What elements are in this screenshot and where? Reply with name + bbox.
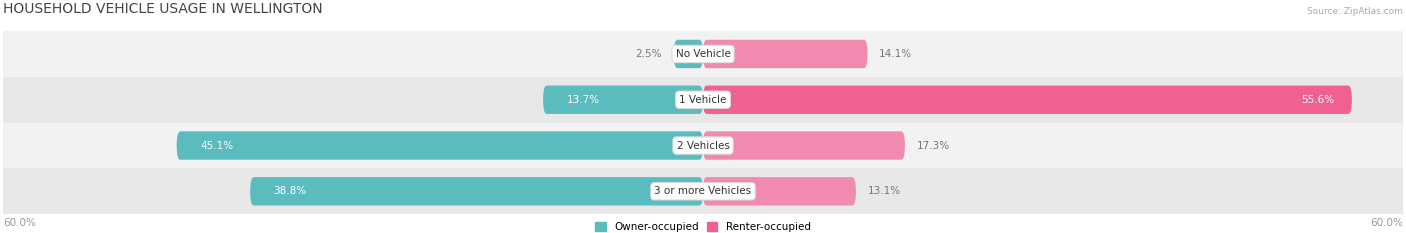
Text: 13.1%: 13.1% xyxy=(868,186,901,196)
Text: 17.3%: 17.3% xyxy=(917,140,949,151)
Text: HOUSEHOLD VEHICLE USAGE IN WELLINGTON: HOUSEHOLD VEHICLE USAGE IN WELLINGTON xyxy=(3,2,322,17)
Bar xyxy=(3,123,1403,168)
FancyBboxPatch shape xyxy=(250,177,703,206)
FancyBboxPatch shape xyxy=(703,40,868,68)
Text: 13.7%: 13.7% xyxy=(567,95,599,105)
FancyBboxPatch shape xyxy=(673,40,703,68)
Text: 2.5%: 2.5% xyxy=(636,49,662,59)
Text: 1 Vehicle: 1 Vehicle xyxy=(679,95,727,105)
Text: Source: ZipAtlas.com: Source: ZipAtlas.com xyxy=(1308,7,1403,17)
Legend: Owner-occupied, Renter-occupied: Owner-occupied, Renter-occupied xyxy=(595,222,811,232)
FancyBboxPatch shape xyxy=(703,177,856,206)
FancyBboxPatch shape xyxy=(703,131,905,160)
Text: 38.8%: 38.8% xyxy=(274,186,307,196)
Text: 60.0%: 60.0% xyxy=(3,218,35,228)
Bar xyxy=(3,168,1403,214)
Bar xyxy=(3,31,1403,77)
Text: No Vehicle: No Vehicle xyxy=(675,49,731,59)
FancyBboxPatch shape xyxy=(703,86,1353,114)
Text: 55.6%: 55.6% xyxy=(1301,95,1334,105)
Text: 45.1%: 45.1% xyxy=(200,140,233,151)
FancyBboxPatch shape xyxy=(177,131,703,160)
Text: 14.1%: 14.1% xyxy=(879,49,912,59)
Bar xyxy=(3,77,1403,123)
Text: 2 Vehicles: 2 Vehicles xyxy=(676,140,730,151)
Text: 60.0%: 60.0% xyxy=(1371,218,1403,228)
Text: 3 or more Vehicles: 3 or more Vehicles xyxy=(654,186,752,196)
FancyBboxPatch shape xyxy=(543,86,703,114)
